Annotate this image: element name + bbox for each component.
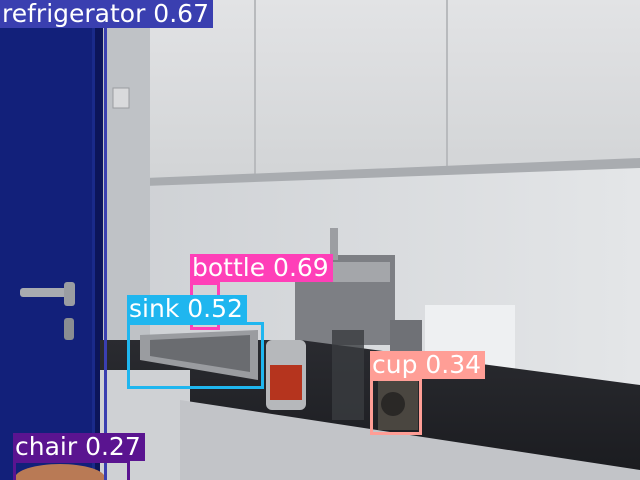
chair-detection-box xyxy=(13,460,130,480)
refrigerator-detection-box xyxy=(0,0,107,480)
refrigerator-detection-label: refrigerator 0.67 xyxy=(0,0,213,28)
bottle-detection-label: bottle 0.69 xyxy=(190,254,333,282)
sink-detection-label: sink 0.52 xyxy=(127,295,247,323)
chair-detection-label: chair 0.27 xyxy=(13,433,145,461)
cup-detection-label: cup 0.34 xyxy=(370,351,486,379)
cup-detection-box xyxy=(370,378,422,435)
sink-detection-box xyxy=(127,322,264,389)
